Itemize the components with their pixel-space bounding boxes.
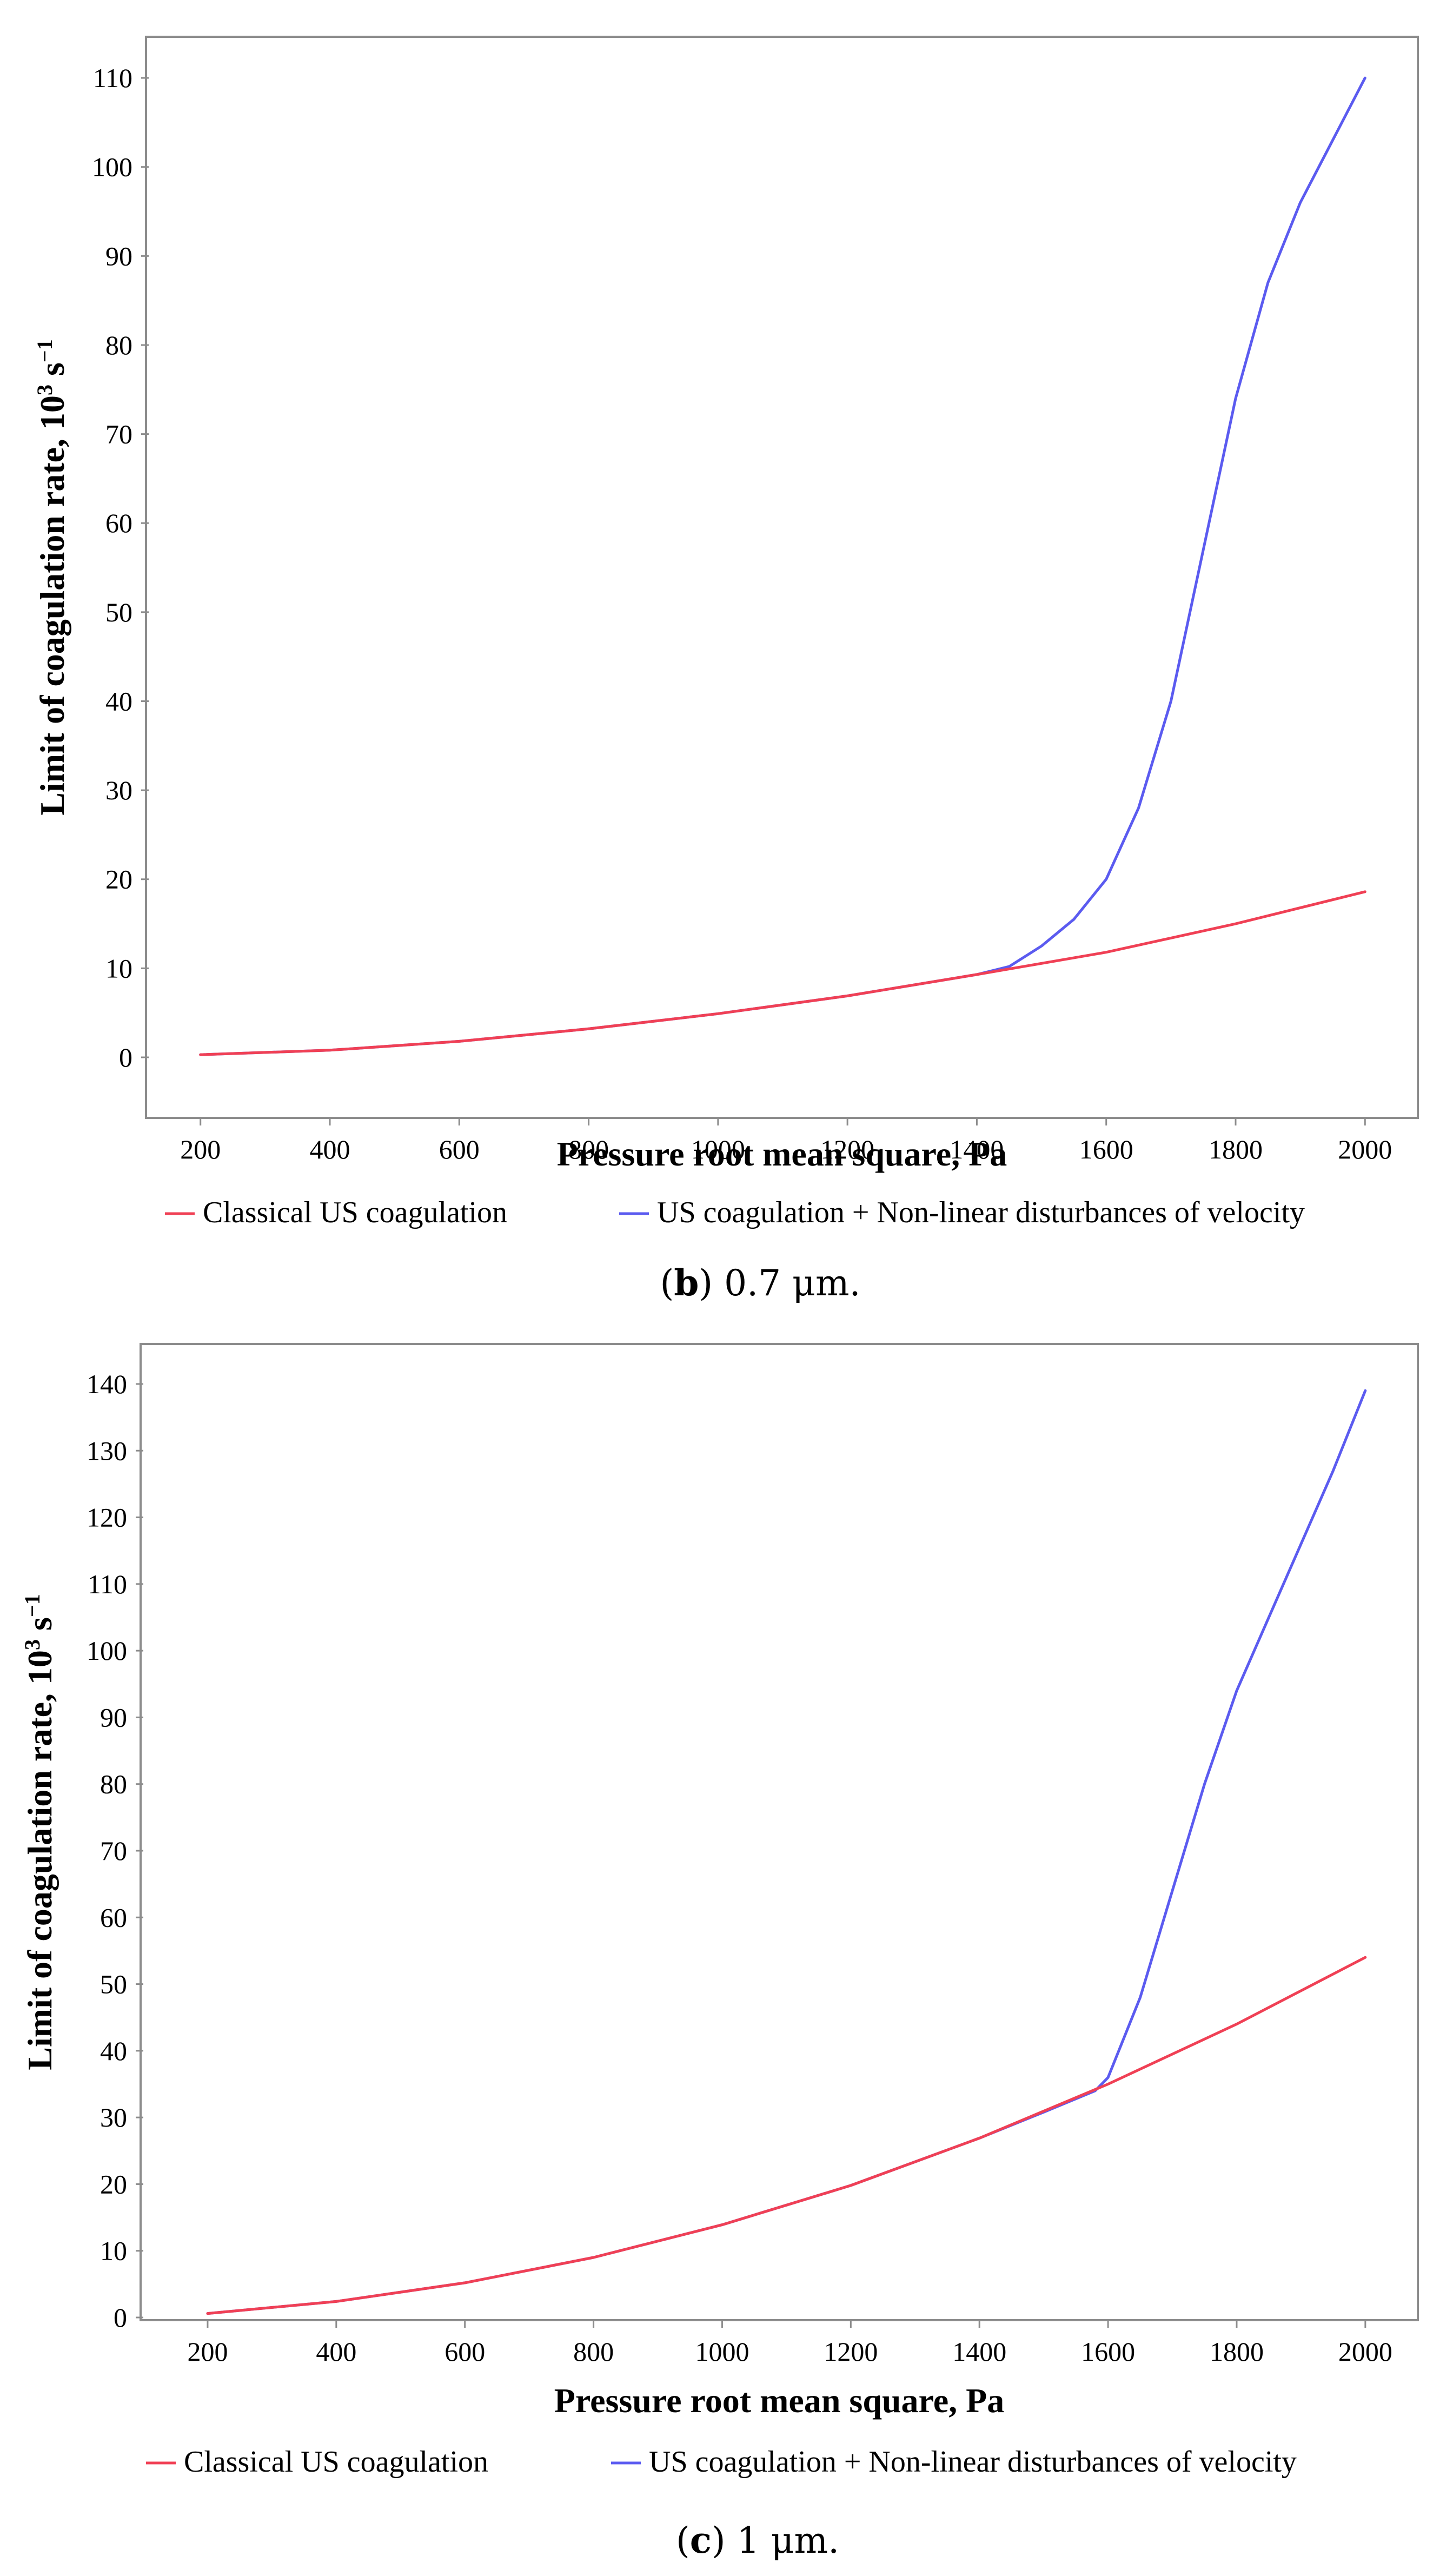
series-line-classical: [199, 890, 1366, 1056]
x-tick-label: 800: [568, 1134, 609, 1164]
plot-frame: [145, 36, 1419, 1119]
x-tick-label: 1200: [820, 1134, 874, 1164]
plot-frame: [140, 1343, 1419, 2321]
y-tick-label: 70: [100, 1836, 127, 1866]
x-tick-label: 1800: [1210, 2336, 1264, 2367]
y-tick-label: 90: [100, 1702, 127, 1732]
y-tick-label: 10: [100, 2236, 127, 2266]
chart-panel-c: 0 10 20 30 40 50 60 70 80 90 100 110 120 130 140 200 400…: [20, 1343, 1419, 2561]
y-tick-label: 40: [105, 686, 132, 716]
y-axis-label: Limit of coagulation rate, 103 s−1: [32, 339, 72, 815]
y-tick-label: 140: [87, 1369, 127, 1399]
x-tick-label: 1000: [695, 2336, 749, 2367]
x-tick-label: 1200: [824, 2336, 878, 2367]
legend-label-nonlinear: US coagulation + Non-linear disturbances…: [657, 1196, 1305, 1229]
y-tick-label: 90: [105, 241, 132, 271]
x-tick-label: 1600: [1081, 2336, 1135, 2367]
y-tick-label: 30: [105, 775, 132, 805]
y-tick-label: 40: [100, 2036, 127, 2066]
x-tick-label: 1000: [691, 1134, 745, 1164]
panel-caption: (b) 0.7 μm.: [660, 1262, 860, 1304]
y-tick-label: 100: [92, 152, 132, 182]
y-tick-label: 50: [100, 1969, 127, 1999]
x-tick-label: 200: [180, 1134, 221, 1164]
y-tick-label: 70: [105, 419, 132, 449]
panel-caption: (c) 1 μm.: [676, 2519, 839, 2561]
y-axis-label: Limit of coagulation rate, 103 s−1: [20, 1594, 59, 2070]
x-tick-label: 400: [310, 1134, 350, 1164]
y-tick-label: 110: [88, 1569, 127, 1599]
y-tick-label: 80: [100, 1769, 127, 1799]
x-tick-label: 2000: [1338, 1134, 1392, 1164]
x-tick-label: 2000: [1338, 2336, 1392, 2367]
y-tick-label: 110: [93, 63, 132, 93]
legend-label-nonlinear: US coagulation + Non-linear disturbances…: [649, 2445, 1297, 2479]
y-tick-label: 130: [87, 1435, 127, 1466]
x-tick-label: 600: [439, 1134, 480, 1164]
y-tick-label: 60: [105, 508, 132, 538]
y-tick-label: 30: [100, 2102, 127, 2133]
legend-label-classical: Classical US coagulation: [184, 2445, 488, 2479]
x-tick-label: 800: [573, 2336, 614, 2367]
x-tick-label: 1800: [1209, 1134, 1263, 1164]
y-tick-label: 60: [100, 1902, 127, 1932]
y-tick-label: 0: [114, 2302, 127, 2333]
x-tick-label: 1400: [950, 1134, 1004, 1164]
x-tick-label: 1400: [952, 2336, 1006, 2367]
y-tick-label: 10: [105, 953, 132, 983]
y-tick-label: 100: [87, 1635, 127, 1666]
y-tick-label: 120: [87, 1502, 127, 1533]
x-tick-label: 1600: [1079, 1134, 1133, 1164]
y-tick-label: 50: [105, 597, 132, 627]
y-tick-label: 0: [119, 1042, 132, 1072]
series-line-classical: [206, 1956, 1367, 2315]
chart-panel-b: 0 10 20 30 40 50 60 70 80 90 100 110 200 400 600 800 100…: [32, 36, 1419, 1304]
x-axis-label: Pressure root mean square, Pa: [557, 1135, 1007, 1173]
x-tick-label: 200: [187, 2336, 228, 2367]
legend-label-classical: Classical US coagulation: [203, 1196, 507, 1229]
x-tick-label: 600: [444, 2336, 485, 2367]
y-tick-label: 20: [100, 2169, 127, 2199]
y-tick-label: 20: [105, 864, 132, 895]
x-tick-label: 400: [316, 2336, 356, 2367]
y-tick-label: 80: [105, 330, 132, 360]
x-axis-label: Pressure root mean square, Pa: [554, 2381, 1005, 2420]
